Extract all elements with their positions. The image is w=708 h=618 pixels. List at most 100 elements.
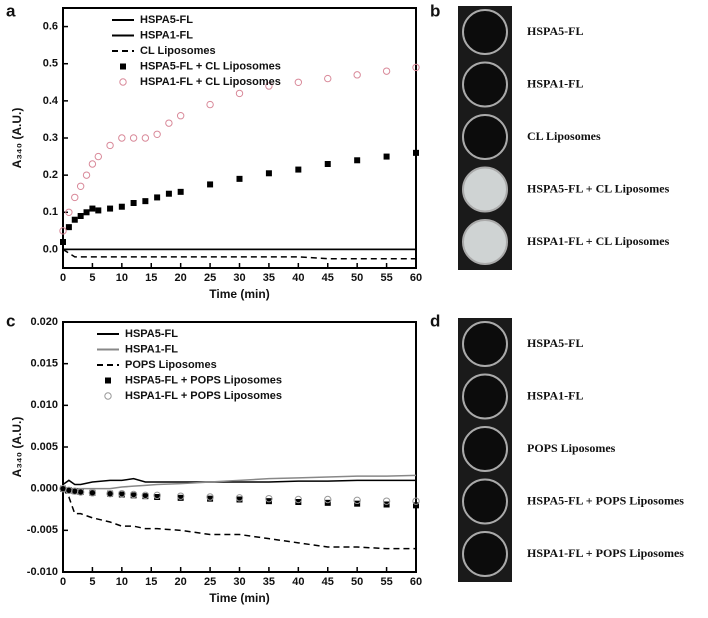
square-marker [95, 207, 102, 214]
square-marker [265, 498, 272, 505]
circle-marker [129, 490, 138, 499]
circle-marker [265, 82, 273, 90]
well [462, 9, 508, 55]
legend-label: HSPA5-FL + POPS Liposomes [125, 374, 282, 386]
well-label: CL Liposomes [527, 129, 601, 143]
y-tick-label: 0.020 [30, 316, 58, 328]
series-line [62, 488, 416, 550]
square-marker [165, 190, 172, 197]
x-tick-label: 20 [175, 272, 187, 284]
x-tick-label: 45 [322, 272, 334, 284]
circle-marker [106, 489, 114, 498]
series-line [62, 248, 416, 260]
plot-frame [62, 7, 417, 269]
x-tick-label: 40 [292, 272, 304, 284]
square-marker [83, 209, 90, 216]
circle-marker [382, 497, 391, 505]
x-tick-label: 0 [60, 576, 66, 588]
panel-label: b [430, 1, 440, 20]
well [462, 373, 508, 420]
x-tick-label: 30 [233, 272, 245, 284]
square-marker [177, 494, 184, 501]
y-tick-label: 0.005 [30, 441, 58, 453]
legend-label: HSPA1-FL + POPS Liposomes [125, 390, 282, 402]
x-tick-label: 55 [380, 272, 392, 284]
legend-label: CL Liposomes [140, 45, 216, 57]
legend-label: HSPA1-FL [125, 343, 178, 355]
square-marker [154, 494, 161, 500]
y-tick-label: 0.015 [30, 358, 58, 370]
square-marker [130, 492, 137, 499]
square-marker [295, 499, 302, 505]
square-marker [65, 224, 72, 231]
x-tick-label: 15 [145, 576, 157, 588]
x-tick-label: 50 [351, 576, 363, 588]
x-tick-label: 5 [89, 576, 95, 588]
legend-label: HSPA5-FL [125, 328, 178, 340]
y-tick-label: 0.0 [43, 243, 58, 255]
circle-marker [82, 171, 91, 179]
square-marker [413, 149, 419, 156]
well [462, 114, 508, 160]
y-tick-label: 0.4 [43, 95, 59, 107]
circle-marker [324, 74, 332, 83]
y-tick-label: -0.005 [27, 524, 58, 536]
circle-marker [76, 488, 85, 496]
circle-marker [176, 492, 185, 500]
square-marker [177, 188, 184, 195]
well [462, 426, 508, 472]
y-tick-label: -0.010 [27, 566, 58, 578]
square-marker [142, 493, 149, 500]
well-label: HSPA1-FL [527, 388, 583, 402]
y-tick-label: 0.2 [43, 169, 58, 181]
well [462, 61, 508, 108]
well [462, 478, 508, 525]
circle-marker [206, 493, 214, 501]
x-tick-label: 40 [292, 576, 304, 588]
square-marker [154, 194, 161, 201]
legend-label: HSPA1-FL [140, 29, 193, 41]
square-marker [77, 213, 84, 219]
panel-label: c [6, 311, 15, 330]
square-marker [207, 181, 214, 188]
well [462, 531, 508, 577]
well-label: POPS Liposomes [527, 441, 616, 455]
x-tick-label: 50 [351, 272, 363, 284]
legend-swatch [119, 78, 127, 86]
x-tick-label: 15 [145, 272, 157, 284]
circle-marker [382, 67, 391, 75]
circle-marker [206, 100, 214, 109]
square-marker [77, 489, 84, 495]
circle-marker [94, 152, 103, 161]
circle-marker [235, 89, 244, 98]
x-tick-label: 10 [116, 272, 128, 284]
circle-marker [59, 227, 67, 235]
well-label: HSPA1-FL [527, 76, 583, 90]
well-label: HSPA5-FL + POPS Liposomes [527, 493, 684, 507]
well-label: HSPA5-FL + CL Liposomes [527, 181, 670, 195]
legend-label: HSPA1-FL + CL Liposomes [140, 76, 281, 88]
well-label: HSPA5-FL [527, 336, 583, 350]
circle-marker [76, 182, 85, 190]
square-marker [60, 239, 66, 245]
square-marker [236, 175, 243, 182]
well [462, 321, 508, 367]
circle-marker [235, 494, 244, 502]
legend-label: HSPA5-FL + CL Liposomes [140, 60, 281, 72]
circle-marker [88, 160, 97, 168]
well-label: HSPA1-FL + CL Liposomes [527, 234, 670, 248]
circle-marker [165, 119, 173, 127]
square-marker [89, 205, 96, 212]
circle-marker [353, 496, 361, 505]
x-tick-label: 25 [204, 576, 216, 588]
square-marker [107, 490, 114, 497]
legend-swatch [120, 63, 126, 70]
well [462, 166, 508, 213]
y-axis-label: A₃₄₀ (A.U.) [10, 108, 24, 169]
x-tick-label: 10 [116, 576, 128, 588]
circle-marker [324, 495, 332, 504]
x-tick-label: 35 [263, 272, 275, 284]
square-marker [324, 161, 331, 167]
